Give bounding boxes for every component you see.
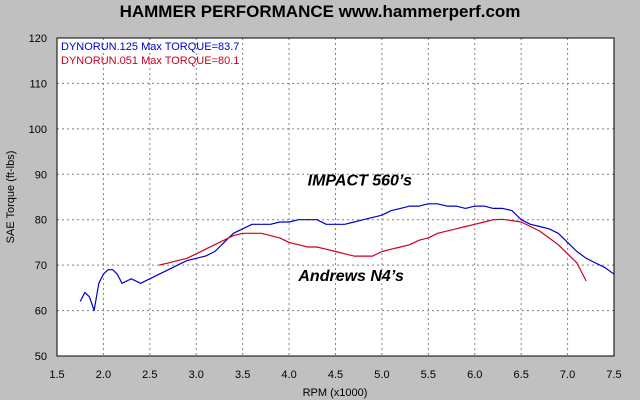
x-tick-label: 6.0 — [467, 369, 482, 381]
x-tick-label: 7.5 — [606, 369, 621, 381]
series-line-dynorun-125 — [79, 203, 615, 312]
x-tick-label: 2.0 — [96, 369, 111, 381]
y-tick-label: 90 — [35, 169, 47, 181]
annotation-label: Andrews N4’s — [297, 268, 404, 285]
annotation-label: IMPACT 560’s — [308, 173, 412, 190]
y-tick-labels: 50 60 70 80 90 100 110 120 — [29, 33, 47, 363]
y-tick-label: 100 — [29, 124, 47, 136]
y-tick-label: 50 — [35, 351, 47, 363]
y-tick-label: 120 — [29, 33, 47, 45]
x-tick-labels: 1.5 2.0 2.5 3.0 3.5 4.0 4.5 5.0 5.5 6.0 6.5 7.0 7.5 — [49, 369, 621, 381]
y-axis-label: SAE Torque (ft-lbs) — [5, 151, 17, 244]
y-tick-label: 110 — [29, 78, 47, 90]
x-tick-label: 2.5 — [142, 369, 157, 381]
x-tick-label: 5.5 — [421, 369, 436, 381]
x-tick-label: 4.0 — [281, 369, 296, 381]
x-tick-label: 3.0 — [189, 369, 204, 381]
chart-title: HAMMER PERFORMANCE www.hammerperf.com — [119, 2, 521, 21]
x-tick-label: 6.5 — [514, 369, 529, 381]
y-tick-label: 70 — [35, 260, 47, 272]
x-tick-label: 3.5 — [235, 369, 250, 381]
plot-frame — [56, 37, 615, 357]
x-tick-label: 7.0 — [560, 369, 575, 381]
legend-entry: DYNORUN.051 Max TORQUE=80.1 — [61, 55, 239, 67]
x-tick-label: 4.5 — [328, 369, 343, 381]
x-tick-label: 5.0 — [374, 369, 389, 381]
series-layer — [79, 203, 615, 312]
y-tick-label: 80 — [35, 215, 47, 227]
x-axis-label: RPM (x1000) — [303, 387, 368, 399]
annotations: IMPACT 560’s Andrews N4’s — [297, 173, 412, 285]
x-tick-label: 1.5 — [49, 369, 64, 381]
series-line-dynorun-051 — [158, 218, 587, 282]
legend-entry: DYNORUN.125 Max TORQUE=83.7 — [61, 41, 239, 53]
y-tick-label: 60 — [35, 306, 47, 318]
legend: DYNORUN.125 Max TORQUE=83.7 DYNORUN.051 M… — [61, 41, 239, 67]
